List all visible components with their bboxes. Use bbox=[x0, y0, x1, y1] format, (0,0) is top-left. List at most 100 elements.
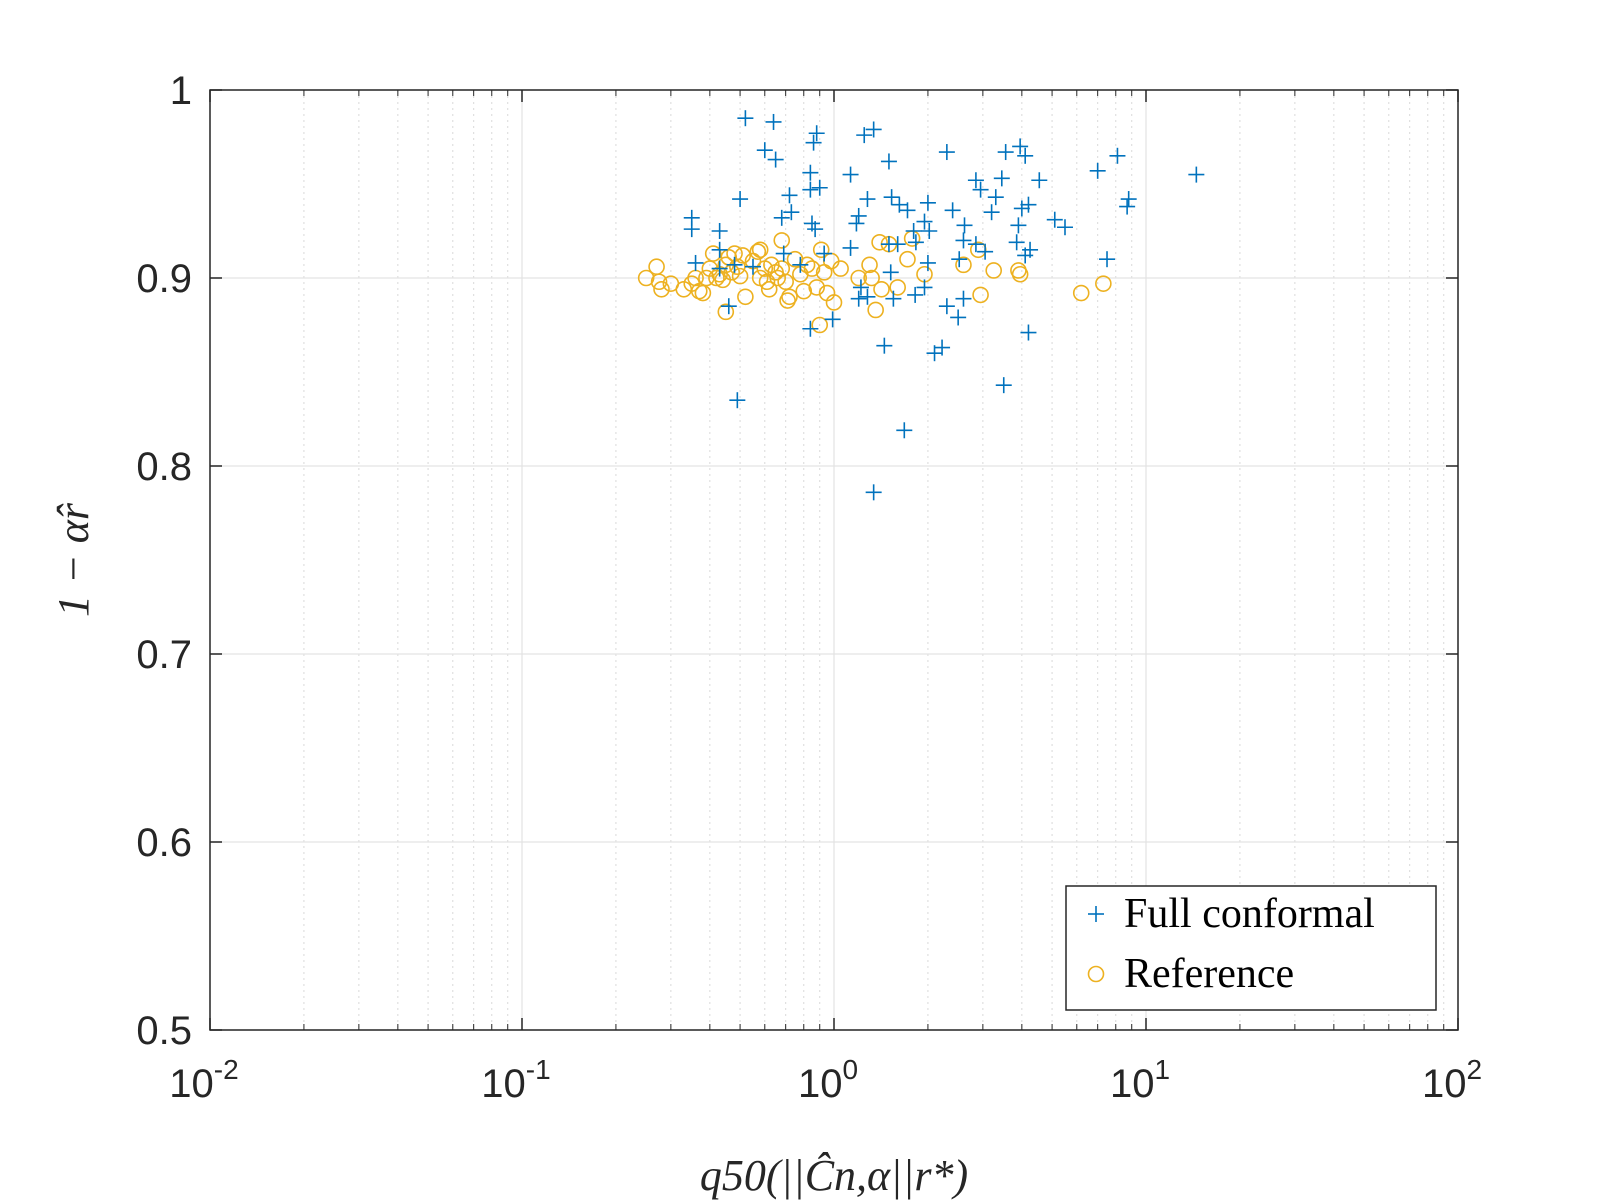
point-full-conformal bbox=[687, 254, 704, 271]
point-full-conformal bbox=[1089, 162, 1106, 179]
y-axis-label: 1 − α̂r bbox=[49, 502, 98, 617]
data-points bbox=[637, 110, 1205, 501]
point-reference bbox=[1095, 275, 1112, 292]
point-full-conformal bbox=[711, 241, 728, 258]
point-full-conformal bbox=[905, 223, 922, 239]
legend-box bbox=[1065, 885, 1437, 1011]
point-reference bbox=[694, 284, 712, 302]
y-tick-label: 0.9 bbox=[136, 257, 192, 301]
point-reference bbox=[899, 250, 916, 268]
point-full-conformal bbox=[792, 256, 809, 273]
point-full-conformal bbox=[987, 189, 1004, 206]
point-full-conformal bbox=[955, 232, 972, 249]
point-reference bbox=[803, 260, 821, 277]
point-full-conformal bbox=[1119, 198, 1136, 215]
point-reference bbox=[955, 256, 972, 274]
point-full-conformal bbox=[816, 245, 833, 262]
point-reference bbox=[867, 301, 884, 319]
point-full-conformal bbox=[880, 153, 897, 170]
point-full-conformal bbox=[756, 142, 773, 159]
point-full-conformal bbox=[951, 251, 968, 268]
point-full-conformal bbox=[781, 187, 798, 204]
point-full-conformal bbox=[899, 202, 916, 219]
point-reference bbox=[773, 232, 791, 249]
point-full-conformal bbox=[720, 298, 737, 315]
point-full-conformal bbox=[1120, 191, 1137, 208]
point-reference bbox=[1072, 284, 1090, 302]
point-reference bbox=[889, 279, 906, 296]
point-full-conformal bbox=[726, 256, 743, 273]
point-reference bbox=[811, 316, 829, 334]
series-full-conformal bbox=[683, 110, 1205, 501]
point-full-conformal bbox=[859, 288, 876, 305]
point-full-conformal bbox=[919, 254, 936, 271]
point-reference bbox=[1011, 265, 1029, 283]
point-reference bbox=[708, 269, 725, 287]
point-reference bbox=[795, 282, 813, 300]
point-reference bbox=[751, 241, 769, 259]
point-full-conformal bbox=[775, 245, 792, 262]
point-full-conformal bbox=[859, 191, 876, 208]
point-full-conformal bbox=[767, 151, 784, 168]
point-full-conformal bbox=[1008, 234, 1025, 251]
legend-circle-marker bbox=[1087, 965, 1105, 983]
point-full-conformal bbox=[950, 309, 967, 326]
point-full-conformal bbox=[1013, 200, 1030, 217]
point-full-conformal bbox=[907, 286, 924, 303]
point-reference bbox=[850, 269, 868, 287]
point-full-conformal bbox=[802, 164, 819, 181]
point-full-conformal bbox=[848, 215, 865, 232]
point-full-conformal bbox=[997, 144, 1014, 161]
point-reference bbox=[861, 256, 878, 274]
point-reference bbox=[734, 247, 752, 264]
point-reference bbox=[737, 288, 754, 306]
point-full-conformal bbox=[732, 191, 749, 208]
point-reference bbox=[873, 280, 890, 298]
legend-label-full-conformal: Full conformal bbox=[1124, 891, 1375, 937]
point-reference bbox=[749, 243, 767, 260]
point-full-conformal bbox=[683, 221, 700, 238]
point-reference bbox=[808, 279, 825, 296]
x-tick-labels: 10-2 10-1 100 101 102 bbox=[169, 1054, 1482, 1106]
point-full-conformal bbox=[921, 223, 938, 239]
point-full-conformal bbox=[907, 234, 924, 251]
point-reference bbox=[832, 260, 849, 277]
point-reference bbox=[777, 273, 794, 291]
x-tick-label: 10-2 bbox=[169, 1054, 238, 1106]
y-tick-label: 0.6 bbox=[136, 821, 192, 865]
point-full-conformal bbox=[808, 125, 825, 142]
point-full-conformal bbox=[1017, 247, 1034, 264]
point-full-conformal bbox=[883, 189, 900, 206]
point-full-conformal bbox=[1031, 172, 1048, 189]
point-full-conformal bbox=[993, 170, 1010, 187]
point-reference bbox=[863, 269, 880, 287]
point-reference bbox=[758, 273, 776, 291]
point-full-conformal bbox=[842, 239, 859, 256]
point-reference bbox=[690, 282, 708, 300]
point-full-conformal bbox=[865, 484, 882, 501]
point-full-conformal bbox=[972, 181, 989, 198]
point-reference bbox=[781, 288, 798, 306]
point-full-conformal bbox=[919, 194, 936, 211]
legend-marker-reference bbox=[1087, 965, 1105, 983]
legend-label-reference: Reference bbox=[1124, 951, 1294, 997]
point-full-conformal bbox=[773, 209, 790, 226]
point-full-conformal bbox=[765, 113, 782, 130]
x-tick-label: 101 bbox=[1110, 1054, 1170, 1106]
point-full-conformal bbox=[1010, 217, 1027, 234]
point-full-conformal bbox=[934, 339, 951, 356]
point-full-conformal bbox=[1020, 324, 1037, 341]
point-full-conformal bbox=[865, 121, 882, 138]
legend-plus-marker bbox=[1088, 906, 1104, 922]
point-full-conformal bbox=[1109, 147, 1126, 164]
point-reference bbox=[729, 258, 746, 276]
point-full-conformal bbox=[1099, 251, 1116, 268]
point-full-conformal bbox=[1046, 211, 1063, 228]
point-reference bbox=[637, 269, 655, 287]
point-full-conformal bbox=[811, 179, 828, 196]
point-reference bbox=[653, 280, 670, 298]
point-full-conformal bbox=[737, 110, 754, 127]
point-full-conformal bbox=[850, 290, 867, 307]
y-tick-label: 0.7 bbox=[136, 633, 192, 677]
